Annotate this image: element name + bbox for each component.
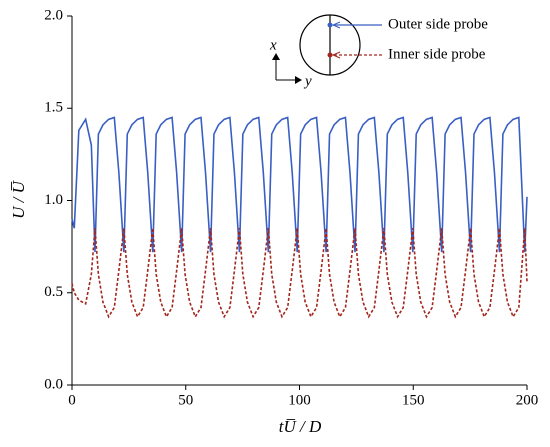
outer-probe bbox=[327, 22, 333, 28]
x-tick-label: 100 bbox=[288, 392, 311, 408]
y-axis-label: U / U̅ bbox=[9, 179, 28, 219]
x-axis-label: tU̅ / D bbox=[279, 417, 322, 436]
legend-label: Outer side probe bbox=[388, 16, 488, 32]
x-tick-label: 0 bbox=[68, 392, 76, 408]
series-line bbox=[71, 116, 528, 253]
x-tick-label: 150 bbox=[402, 392, 425, 408]
legend-arrow bbox=[331, 51, 341, 59]
arrow-head bbox=[272, 53, 280, 60]
arrow-head bbox=[295, 76, 302, 84]
y-tick-label: 2.0 bbox=[44, 7, 63, 23]
inset-y-label: y bbox=[303, 73, 312, 89]
y-tick-label: 1.5 bbox=[44, 100, 63, 116]
series-line bbox=[71, 228, 528, 319]
y-tick-label: 0.0 bbox=[44, 376, 63, 392]
inset-x-label: x bbox=[269, 37, 277, 53]
legend-label: Inner side probe bbox=[388, 46, 486, 62]
x-tick-label: 50 bbox=[178, 392, 193, 408]
y-tick-label: 0.5 bbox=[44, 284, 63, 300]
x-tick-label: 200 bbox=[516, 392, 539, 408]
inner-probe bbox=[327, 52, 333, 58]
legend-arrow bbox=[331, 21, 341, 29]
y-tick-label: 1.0 bbox=[44, 192, 63, 208]
